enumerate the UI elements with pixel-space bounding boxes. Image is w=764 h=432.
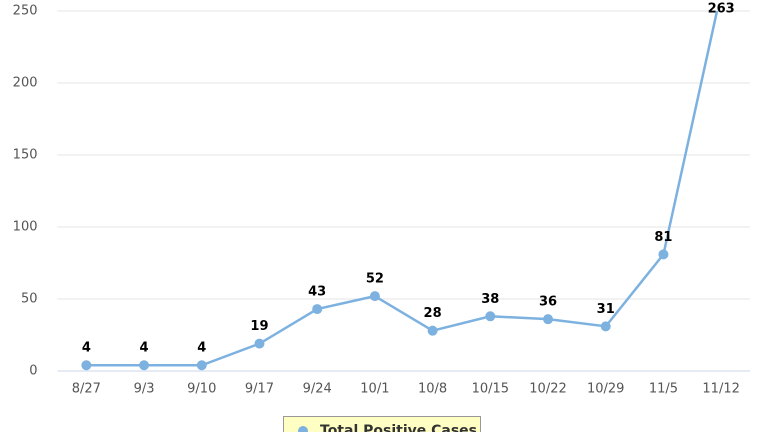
- x-tick-label: 11/12: [702, 382, 739, 397]
- x-tick-label: 9/10: [187, 382, 216, 397]
- point: [369, 291, 380, 302]
- x-tick-label: 10/8: [418, 382, 447, 397]
- value-label: 43: [308, 285, 326, 300]
- x-tick-label: 11/5: [649, 382, 678, 397]
- point: [543, 314, 554, 325]
- point: [658, 249, 669, 260]
- point: [196, 360, 207, 371]
- point: [254, 338, 265, 349]
- x-tick-label: 8/27: [72, 382, 101, 397]
- x-tick-label: 10/1: [360, 382, 389, 397]
- y-tick-label: 0: [29, 364, 37, 379]
- point: [427, 325, 438, 336]
- value-label: 4: [197, 341, 206, 356]
- point: [81, 360, 92, 371]
- plot-area: [81, 11, 719, 371]
- value-label: 263: [708, 2, 735, 17]
- x-tick-label: 10/15: [472, 382, 509, 397]
- line: [86, 11, 719, 367]
- point: [312, 304, 323, 315]
- x-tick-label: 10/22: [529, 382, 566, 397]
- value-label: 4: [82, 341, 91, 356]
- legend-label: Total Positive Cases: [320, 423, 477, 432]
- x-tick-label: 9/24: [303, 382, 332, 397]
- y-tick-label: 150: [13, 148, 38, 163]
- value-label: 28: [424, 306, 442, 321]
- y-tick-label: 250: [13, 4, 38, 19]
- legend-marker: [298, 426, 308, 432]
- value-label: 19: [250, 319, 268, 334]
- value-label: 81: [654, 230, 672, 245]
- value-label: 38: [481, 292, 499, 307]
- point: [485, 311, 496, 322]
- value-label: 31: [597, 302, 615, 317]
- y-tick-label: 200: [13, 76, 38, 91]
- x-tick-label: 10/29: [587, 382, 624, 397]
- value-label: 36: [539, 295, 557, 310]
- point: [600, 321, 611, 332]
- x-tick-label: 9/17: [245, 382, 274, 397]
- value-label: 52: [366, 272, 384, 287]
- y-tick-label: 50: [21, 292, 38, 307]
- point: [139, 360, 150, 371]
- value-label: 4: [140, 341, 149, 356]
- x-tick-label: 9/3: [134, 382, 155, 397]
- y-tick-label: 100: [13, 220, 38, 235]
